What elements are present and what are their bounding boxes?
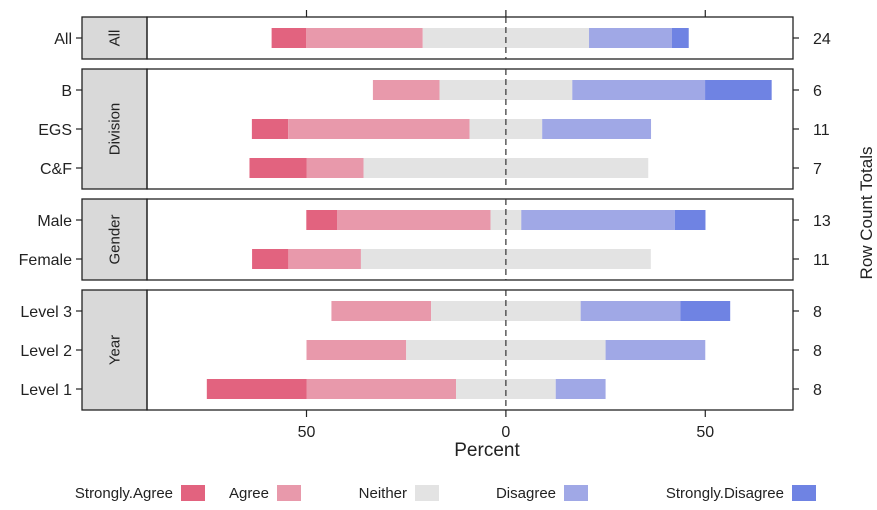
- panel-gender: Gender Male 13 Female 11: [19, 198, 831, 281]
- right-axis-label: Row Count Totals: [857, 147, 876, 280]
- panel-frame: [146, 198, 794, 281]
- row-male: Male 13: [37, 210, 831, 230]
- row-count-total: 7: [813, 161, 822, 178]
- bar-segment-disagree: [542, 119, 652, 139]
- x-tick-label: 0: [501, 424, 510, 441]
- bar-segment-neither: [363, 158, 649, 178]
- bar-segment-agree: [288, 119, 470, 139]
- bar-segment-disagree: [521, 210, 675, 230]
- x-tick-label: 50: [696, 424, 714, 441]
- row-c-f: C&F 7: [40, 158, 822, 178]
- legend-label: Strongly.Agree: [75, 485, 173, 502]
- row-label: Level 3: [20, 304, 72, 321]
- legend-swatch: [415, 485, 439, 501]
- bar-segment-strongly-disagree: [674, 210, 706, 230]
- legend-swatch: [564, 485, 588, 501]
- row-count-total: 13: [813, 213, 831, 230]
- bar-segment-strongly-agree: [249, 158, 307, 178]
- legend-swatch: [277, 485, 301, 501]
- bar-segment-disagree: [555, 379, 606, 399]
- x-axis-label: Percent: [454, 440, 520, 461]
- bar-segment-strongly-disagree: [671, 28, 689, 48]
- bar-segment-neither: [456, 379, 556, 399]
- bar-segment-strongly-agree: [251, 119, 289, 139]
- bar-segment-disagree: [605, 340, 706, 360]
- row-label: Level 1: [20, 382, 72, 399]
- strip-label: Division: [107, 103, 124, 156]
- x-tick-label: 50: [298, 424, 316, 441]
- bar-segment-strongly-agree: [252, 249, 289, 269]
- legend-item-strongly-agree: Strongly.Agree: [75, 485, 205, 502]
- row-level-1: Level 1 8: [20, 379, 822, 399]
- panel-all: All All 24: [54, 10, 831, 60]
- row-count-total: 11: [813, 122, 830, 139]
- row-label: B: [61, 83, 72, 100]
- row-label: C&F: [40, 161, 72, 178]
- bar-segment-disagree: [572, 80, 706, 100]
- bar-segment-agree: [337, 210, 491, 230]
- legend-label: Strongly.Disagree: [666, 485, 784, 502]
- bar-segment-agree: [306, 158, 364, 178]
- x-axis: 50 0 50: [298, 410, 714, 441]
- row-level-3: Level 3 8: [20, 301, 822, 321]
- bar-segment-strongly-disagree: [705, 80, 772, 100]
- row-count-total: 24: [813, 31, 831, 48]
- row-all: All 24: [54, 28, 831, 48]
- legend-label: Neither: [359, 485, 407, 502]
- legend-swatch: [181, 485, 205, 501]
- legend-label: Agree: [229, 485, 269, 502]
- bar-segment-agree: [306, 28, 423, 48]
- bar-segment-strongly-agree: [271, 28, 307, 48]
- row-label: All: [54, 31, 72, 48]
- row-count-total: 11: [813, 252, 830, 269]
- legend-item-agree: Agree: [229, 485, 301, 502]
- row-label: EGS: [38, 122, 72, 139]
- row-count-total: 8: [813, 382, 822, 399]
- strip-label: Year: [107, 335, 124, 365]
- legend-label: Disagree: [496, 485, 556, 502]
- row-label: Female: [19, 252, 72, 269]
- row-count-total: 8: [813, 343, 822, 360]
- strip-background: [81, 198, 148, 281]
- bar-segment-strongly-agree: [306, 210, 338, 230]
- bar-segment-strongly-agree: [206, 379, 307, 399]
- row-count-total: 8: [813, 304, 822, 321]
- bar-segment-disagree: [580, 301, 681, 321]
- legend-item-neither: Neither: [359, 485, 439, 502]
- bar-segment-agree: [372, 80, 440, 100]
- bar-segment-agree: [288, 249, 361, 269]
- bar-segment-strongly-disagree: [680, 301, 731, 321]
- bar-segment-disagree: [589, 28, 672, 48]
- row-label: Male: [37, 213, 72, 230]
- bar-segment-agree: [306, 340, 407, 360]
- strip-label: Gender: [107, 214, 124, 264]
- legend-item-disagree: Disagree: [496, 485, 588, 502]
- legend-swatch: [792, 485, 816, 501]
- row-count-total: 6: [813, 83, 822, 100]
- strip-label: All: [107, 30, 124, 47]
- strip-background: [81, 68, 148, 190]
- strip-background: [81, 289, 148, 411]
- legend-item-strongly-disagree: Strongly.Disagree: [666, 485, 816, 502]
- row-egs: EGS 11: [38, 119, 830, 139]
- bar-segment-agree: [331, 301, 432, 321]
- row-label: Level 2: [20, 343, 72, 360]
- bar-segment-agree: [306, 379, 457, 399]
- panel-year: Year Level 3 8 Level 2 8 Level 1 8: [20, 289, 822, 411]
- legend: Strongly.Agree Agree Neither Disagree Strong…: [75, 485, 816, 502]
